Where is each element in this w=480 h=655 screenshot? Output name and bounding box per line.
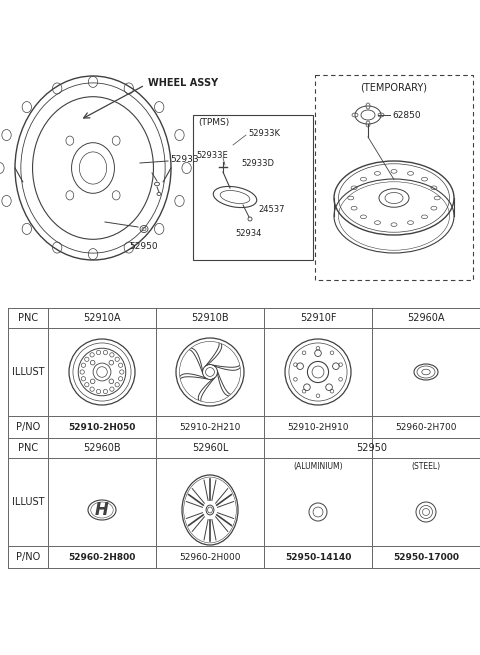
Text: ILLUST: ILLUST <box>12 497 44 507</box>
Text: P/NO: P/NO <box>16 422 40 432</box>
Text: 52933D: 52933D <box>241 159 274 168</box>
Text: PNC: PNC <box>18 313 38 323</box>
Text: (ALUMINIUM): (ALUMINIUM) <box>293 462 343 472</box>
Text: 52933K: 52933K <box>248 128 280 138</box>
Text: 52960L: 52960L <box>192 443 228 453</box>
Text: P/NO: P/NO <box>16 552 40 562</box>
Text: 52960A: 52960A <box>407 313 445 323</box>
Text: H: H <box>95 501 109 519</box>
Bar <box>315 75 473 280</box>
Text: 52950-17000: 52950-17000 <box>393 553 459 561</box>
Text: 52950-14140: 52950-14140 <box>285 553 351 561</box>
Text: (TEMPORARY): (TEMPORARY) <box>360 82 428 92</box>
Text: 52910A: 52910A <box>83 313 121 323</box>
Text: (TPMS): (TPMS) <box>198 117 229 126</box>
Text: (STEEL): (STEEL) <box>411 462 441 472</box>
Text: 52910-2H210: 52910-2H210 <box>180 422 240 432</box>
Text: 52910B: 52910B <box>191 313 229 323</box>
Text: 52910F: 52910F <box>300 313 336 323</box>
Text: WHEEL ASSY: WHEEL ASSY <box>148 78 218 88</box>
Text: 52950: 52950 <box>130 242 158 251</box>
Text: 52960B: 52960B <box>83 443 121 453</box>
Bar <box>193 115 313 260</box>
Text: PNC: PNC <box>18 443 38 453</box>
Text: 52910-2H050: 52910-2H050 <box>68 422 136 432</box>
Text: 52960-2H800: 52960-2H800 <box>68 553 136 561</box>
Text: ILLUST: ILLUST <box>12 367 44 377</box>
Text: 52933: 52933 <box>170 155 199 164</box>
Text: 52950: 52950 <box>357 443 387 453</box>
Text: 62850: 62850 <box>392 111 420 119</box>
Text: 24537: 24537 <box>258 206 285 214</box>
Text: 52910-2H910: 52910-2H910 <box>287 422 349 432</box>
Text: 52934: 52934 <box>235 229 262 238</box>
Text: 52960-2H700: 52960-2H700 <box>395 422 457 432</box>
Text: 52933E: 52933E <box>196 151 228 160</box>
Text: 52960-2H000: 52960-2H000 <box>179 553 241 561</box>
